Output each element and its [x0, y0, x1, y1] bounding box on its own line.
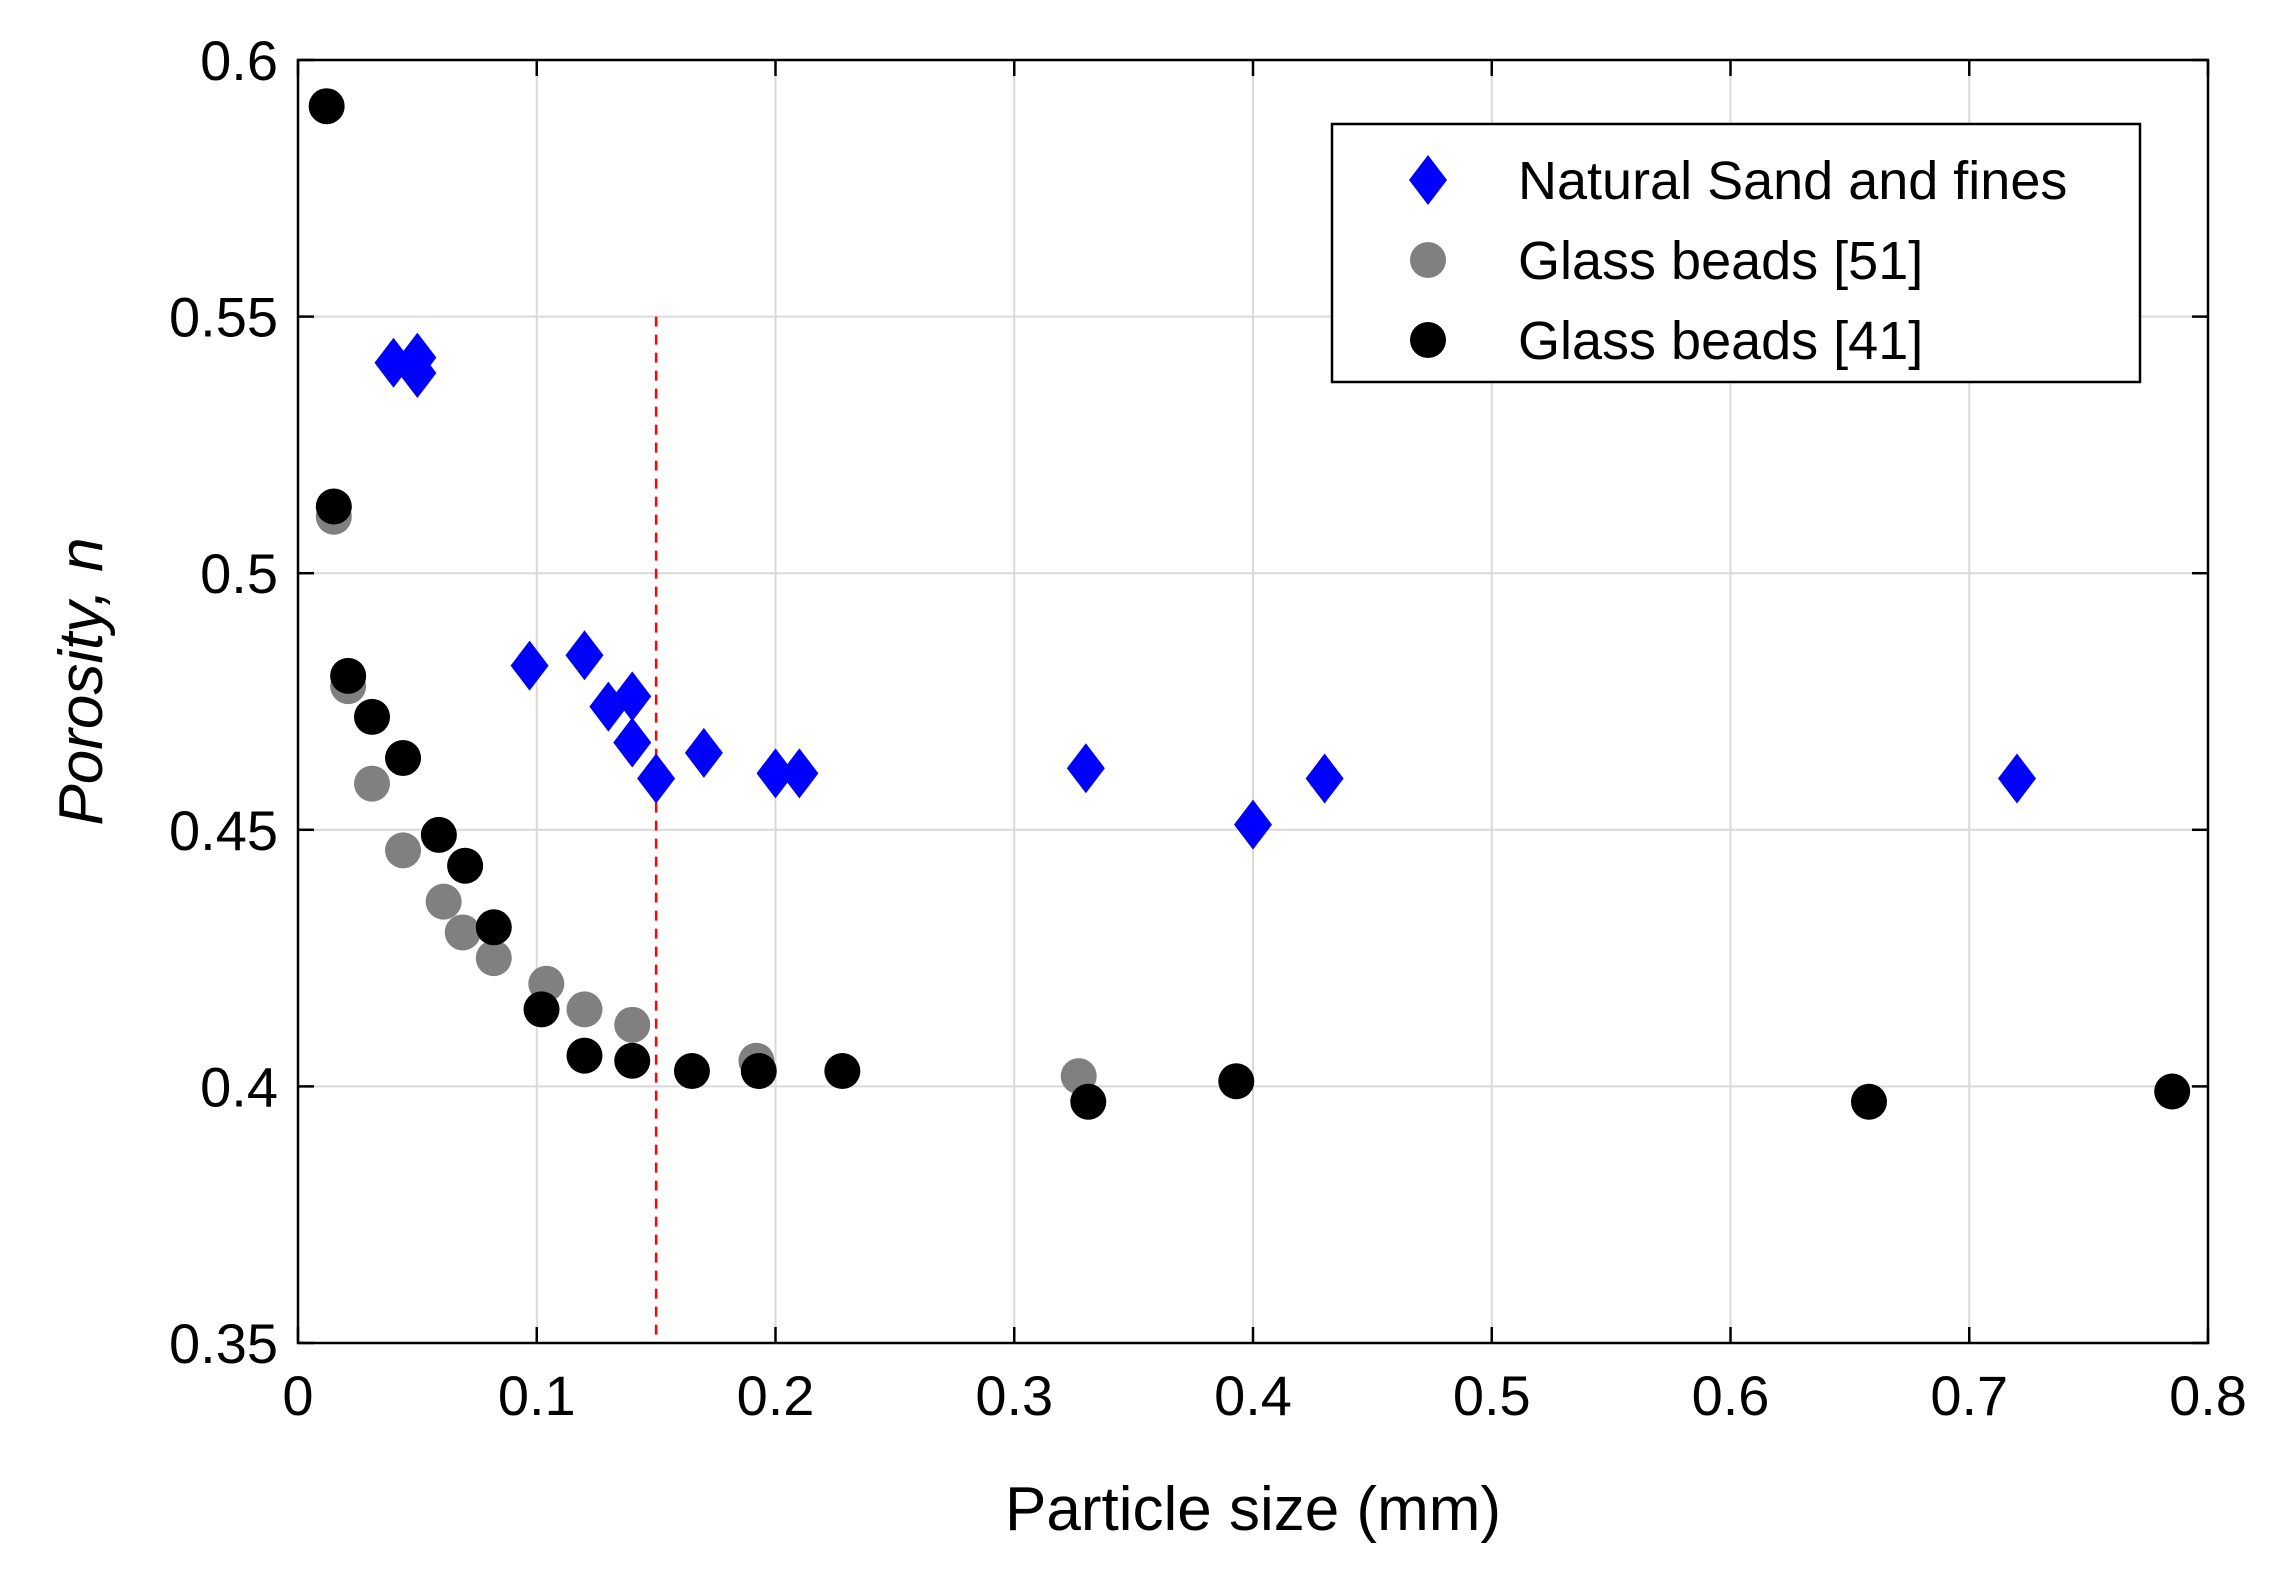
data-point — [1305, 753, 1344, 804]
y-tick-label: 0.6 — [200, 29, 278, 92]
x-tick-label: 0.3 — [975, 1364, 1053, 1427]
x-tick-label: 0.4 — [1214, 1364, 1292, 1427]
legend-box — [1330, 122, 2142, 384]
data-point — [566, 1037, 603, 1074]
data-point — [385, 739, 422, 776]
legend-marker — [1409, 155, 1447, 205]
y-tick-label: 0.5 — [200, 542, 278, 605]
data-point — [1998, 753, 2036, 804]
data-point — [330, 657, 367, 694]
data-point — [566, 991, 603, 1028]
data-point — [613, 717, 652, 768]
data-point — [613, 671, 652, 722]
data-point — [824, 1053, 861, 1090]
legend-label: Glass beads [41] — [1518, 311, 1923, 371]
data-points — [308, 88, 2191, 1120]
data-point — [447, 847, 484, 884]
data-point — [614, 1042, 651, 1079]
data-point — [684, 727, 723, 778]
x-tick-label: 0 — [282, 1364, 313, 1427]
legend-label: Glass beads [51] — [1518, 231, 1923, 291]
y-axis-title-variable: n — [47, 537, 116, 571]
y-axis-title-main: Porosity, — [47, 572, 116, 826]
data-point — [565, 630, 604, 681]
data-point — [673, 1053, 710, 1090]
data-point — [756, 748, 795, 799]
x-tick-label: 0.5 — [1453, 1364, 1531, 1427]
data-point — [780, 748, 819, 799]
data-point — [614, 1006, 651, 1043]
data-point — [510, 640, 549, 691]
legend-label: Natural Sand and fines — [1518, 151, 2067, 211]
y-axis-title: Porosity, n — [47, 537, 116, 825]
data-point — [1066, 743, 1105, 794]
data-point — [425, 883, 462, 920]
series-natural-sand-and-fines — [374, 332, 2036, 850]
data-point — [1070, 1083, 1107, 1120]
data-point — [444, 914, 481, 951]
legend-marker — [1410, 242, 1446, 278]
y-tick-label: 0.55 — [169, 286, 278, 349]
data-point — [1218, 1063, 1255, 1100]
x-tick-label: 0.6 — [1692, 1364, 1770, 1427]
data-point — [1850, 1083, 1887, 1120]
tick-labels: 0 0.1 0.2 0.3 0.4 0.5 0.6 0.7 0.8 0.35 0.4 0.45 0.5 0… — [169, 29, 2247, 1427]
data-point — [398, 348, 437, 399]
y-tick-label: 0.4 — [200, 1055, 278, 1118]
data-point — [354, 765, 391, 802]
y-tick-label: 0.45 — [169, 799, 278, 862]
data-point — [2154, 1073, 2191, 1110]
x-tick-label: 0.1 — [498, 1364, 576, 1427]
data-point — [740, 1053, 777, 1090]
x-axis-title: Particle size (mm) — [1005, 1475, 1501, 1544]
x-tick-label: 0.7 — [1930, 1364, 2008, 1427]
legend-marker — [1410, 322, 1446, 358]
data-point — [1234, 799, 1272, 850]
data-point — [475, 909, 512, 946]
x-tick-label: 0.2 — [737, 1364, 815, 1427]
legend: Natural Sand and fines Glass beads [51] Gl… — [1330, 122, 2142, 384]
axis-ticks — [296, 58, 2210, 1345]
y-tick-label: 0.35 — [169, 1312, 278, 1375]
series-glass-beads-41 — [308, 88, 2191, 1120]
x-tick-label: 0.8 — [2169, 1364, 2247, 1427]
data-point — [354, 698, 391, 735]
data-point — [315, 488, 352, 525]
data-point — [385, 832, 422, 869]
data-point — [475, 940, 512, 977]
data-point — [637, 753, 676, 804]
data-point — [308, 88, 345, 125]
data-point — [523, 991, 560, 1028]
data-point — [420, 816, 457, 853]
